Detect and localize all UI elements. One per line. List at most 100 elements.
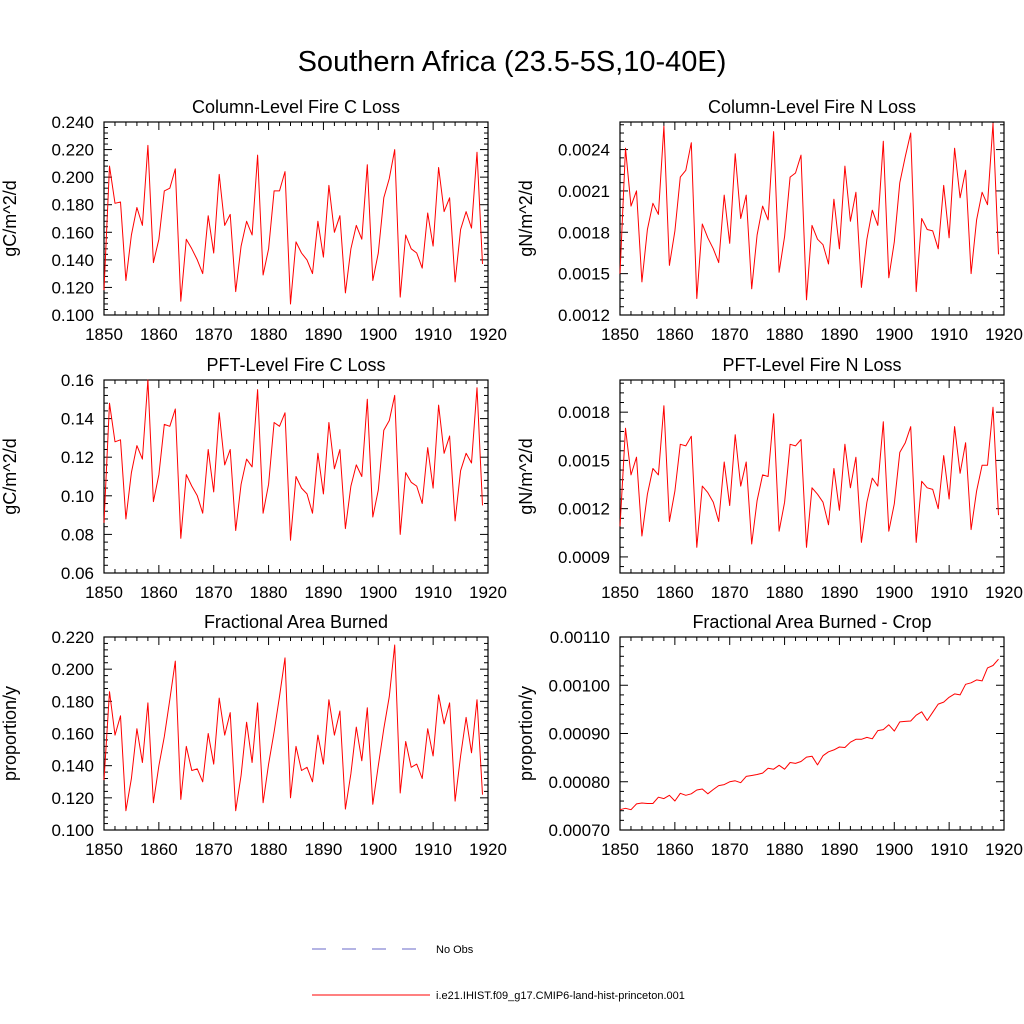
x-tick-label: 1850 [85,325,123,344]
plot-frame [103,636,489,831]
series-line [619,658,999,811]
x-tick-label: 1880 [250,583,288,602]
x-tick-label: 1870 [195,325,233,344]
x-tick-label: 1920 [985,583,1023,602]
x-tick-label: 1890 [305,840,343,859]
x-tick-label: 1870 [711,840,749,859]
y-tick-label: 0.14 [61,410,94,429]
y-tick-label: 0.00090 [549,725,610,744]
y-tick-label: 0.160 [51,725,94,744]
panel-title: PFT-Level Fire C Loss [206,355,385,375]
series-line [103,144,483,305]
y-tick-label: 0.200 [51,168,94,187]
x-tick-label: 1870 [711,583,749,602]
x-tick-label: 1850 [601,840,639,859]
series-line [103,644,483,812]
x-tick-label: 1900 [875,583,913,602]
panel-title: PFT-Level Fire N Loss [722,355,901,375]
x-tick-label: 1920 [985,840,1023,859]
x-tick-label: 1920 [985,325,1023,344]
x-tick-label: 1920 [469,583,507,602]
y-axis-label: gN/m^2/d [516,438,536,514]
y-axis-label: gC/m^2/d [0,438,20,514]
legend-model-label: i.e21.IHIST.f09_g17.CMIP6-land-hist-prin… [436,990,685,1002]
chart-panel-1: Column-Level Fire C Loss 1850 1860 1870 1880… [0,97,507,344]
chart-panel-2: Column-Level Fire N Loss 1850 1860 1870 1880… [516,97,1023,344]
y-tick-label: 0.200 [51,660,94,679]
y-tick-label: 0.220 [51,628,94,647]
x-tick-label: 1880 [766,325,804,344]
x-tick-label: 1880 [766,583,804,602]
series-line [619,122,999,301]
y-tick-label: 0.00080 [549,773,610,792]
series-line [619,405,999,548]
panel-title: Column-Level Fire N Loss [708,97,916,117]
panel-title: Column-Level Fire C Loss [192,97,400,117]
plot-frame [619,121,1005,316]
x-tick-label: 1880 [250,325,288,344]
y-tick-label: 0.00110 [550,628,610,647]
y-tick-label: 0.0015 [558,265,610,284]
y-tick-label: 0.180 [51,196,94,215]
y-tick-label: 0.180 [51,692,94,711]
y-tick-label: 0.0018 [558,403,610,422]
x-tick-label: 1860 [140,325,178,344]
chart-panel-5: Fractional Area Burned 1850 1860 1870 1880 18… [0,612,507,859]
x-tick-label: 1870 [195,583,233,602]
y-tick-label: 0.16 [61,371,94,390]
x-tick-label: 1860 [140,583,178,602]
y-tick-label: 0.0024 [558,141,610,160]
y-tick-label: 0.100 [51,821,94,840]
series-line [103,379,483,541]
y-axis-label: gC/m^2/d [0,180,20,256]
x-tick-label: 1850 [601,325,639,344]
x-tick-label: 1910 [930,840,968,859]
y-tick-label: 0.00100 [549,676,610,695]
figure-title: Southern Africa (23.5-5S,10-40E) [297,46,727,78]
y-tick-label: 0.140 [51,251,94,270]
x-tick-label: 1910 [414,840,452,859]
y-tick-label: 0.0021 [558,182,610,201]
x-tick-label: 1870 [711,325,749,344]
x-tick-label: 1860 [656,325,694,344]
x-tick-label: 1850 [601,583,639,602]
x-tick-label: 1910 [414,325,452,344]
plot-frame [619,379,1005,574]
y-axis-label: proportion/y [516,686,536,781]
y-tick-label: 0.0012 [558,306,610,325]
y-tick-label: 0.00070 [549,821,610,840]
x-tick-label: 1920 [469,840,507,859]
x-tick-label: 1850 [85,840,123,859]
chart-panel-6: Fractional Area Burned - Crop 1850 1860 187… [516,612,1023,859]
y-tick-label: 0.140 [51,757,94,776]
chart-panel-3: PFT-Level Fire C Loss 1850 1860 1870 1880 189… [0,355,507,602]
x-tick-label: 1900 [875,325,913,344]
x-tick-label: 1900 [359,840,397,859]
x-tick-label: 1850 [85,583,123,602]
x-tick-label: 1900 [359,325,397,344]
y-tick-label: 0.240 [51,113,94,132]
x-tick-label: 1880 [250,840,288,859]
y-tick-label: 0.220 [51,141,94,160]
x-tick-label: 1910 [414,583,452,602]
legend: No Obs i.e21.IHIST.f09_g17.CMIP6-land-his… [312,944,685,1002]
x-tick-label: 1910 [930,325,968,344]
chart-panel-4: PFT-Level Fire N Loss 1850 1860 1870 1880 189… [516,355,1023,602]
x-tick-label: 1900 [875,840,913,859]
y-tick-label: 0.0018 [558,223,610,242]
y-tick-label: 0.100 [51,306,94,325]
panel-title: Fractional Area Burned - Crop [692,612,931,632]
x-tick-label: 1880 [766,840,804,859]
y-tick-label: 0.10 [61,487,94,506]
x-tick-label: 1860 [656,583,694,602]
x-tick-label: 1890 [821,840,859,859]
y-tick-label: 0.06 [61,564,94,583]
y-tick-label: 0.08 [61,525,94,544]
x-tick-label: 1900 [359,583,397,602]
x-tick-label: 1860 [656,840,694,859]
x-tick-label: 1890 [305,583,343,602]
x-tick-label: 1890 [821,583,859,602]
y-tick-label: 0.120 [51,278,94,297]
plot-frame [103,379,489,574]
